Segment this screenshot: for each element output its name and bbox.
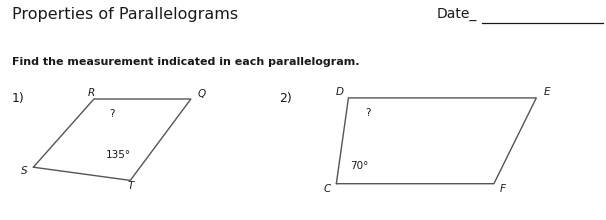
Text: D: D (335, 87, 344, 97)
Text: R: R (87, 88, 95, 99)
Text: S: S (21, 165, 27, 176)
Text: C: C (324, 183, 331, 194)
Text: 135°: 135° (106, 150, 131, 160)
Text: Q: Q (198, 88, 206, 99)
Text: Find the measurement indicated in each parallelogram.: Find the measurement indicated in each p… (12, 57, 359, 67)
Text: 1): 1) (12, 92, 25, 105)
Text: T: T (127, 181, 133, 191)
Text: 70°: 70° (350, 161, 368, 171)
Text: 2): 2) (279, 92, 291, 105)
Text: Date_: Date_ (436, 7, 477, 21)
Text: ?: ? (365, 108, 371, 118)
Text: Properties of Parallelograms: Properties of Parallelograms (12, 7, 238, 22)
Text: F: F (500, 183, 506, 194)
Text: ?: ? (109, 109, 115, 119)
Text: E: E (544, 87, 550, 97)
